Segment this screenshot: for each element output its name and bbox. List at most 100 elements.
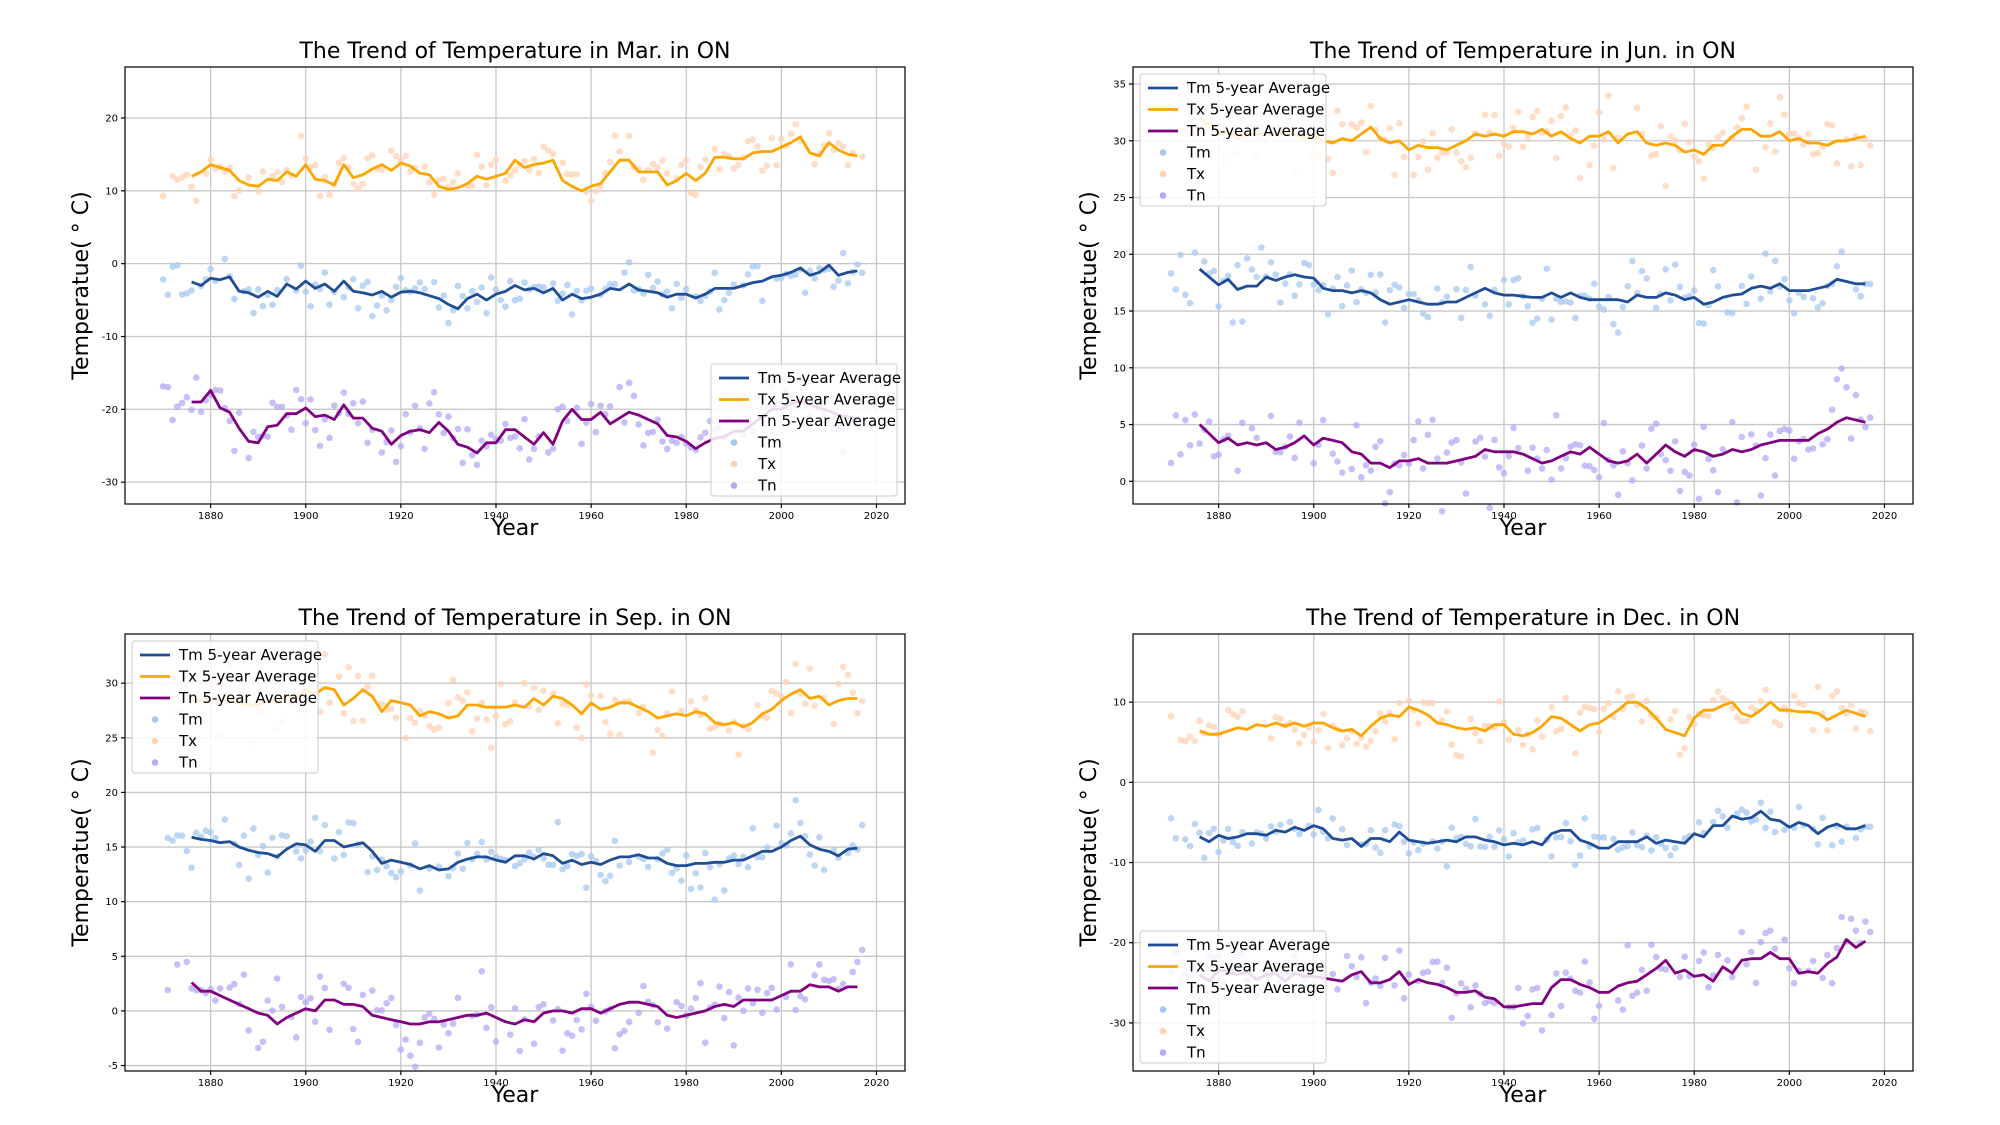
point-tm — [811, 274, 818, 282]
point-tn — [1514, 444, 1522, 452]
point-tx — [1652, 150, 1660, 158]
point-tm — [1572, 314, 1579, 322]
point-tx — [1600, 705, 1608, 712]
point-tn — [1329, 970, 1337, 978]
point-tn — [1852, 927, 1860, 934]
point-tn — [178, 399, 186, 407]
point-tm — [1728, 309, 1736, 317]
point-tn — [440, 1021, 447, 1028]
line-tm-avg-sep — [191, 834, 858, 872]
point-tx — [649, 160, 657, 168]
point-tn — [231, 447, 238, 455]
point-tn — [445, 1029, 452, 1037]
point-tn — [1319, 416, 1327, 424]
point-tn — [1410, 436, 1417, 444]
point-tx — [273, 169, 281, 176]
point-tx — [587, 197, 595, 205]
point-tx — [1757, 697, 1765, 705]
point-tm — [273, 286, 281, 294]
point-tn — [1548, 476, 1555, 483]
point-tn — [1357, 954, 1365, 961]
point-tn — [421, 1014, 428, 1021]
point-tm — [1819, 814, 1826, 822]
point-tn — [1343, 952, 1351, 960]
point-tm — [1424, 313, 1432, 321]
point-tx — [711, 145, 719, 153]
point-tm — [701, 849, 709, 857]
point-tx — [858, 153, 866, 160]
point-tm — [801, 289, 809, 296]
point-tm — [321, 821, 329, 829]
point-tm — [663, 288, 671, 295]
point-tn — [559, 1047, 566, 1054]
point-tx — [1457, 158, 1465, 165]
point-tn — [1434, 455, 1441, 462]
point-tx — [1667, 133, 1674, 140]
point-tm — [1724, 824, 1731, 832]
point-tn — [1595, 1002, 1603, 1010]
point-tn — [440, 429, 447, 437]
point-tm — [459, 292, 466, 300]
point-tx — [1847, 701, 1855, 709]
point-tx — [302, 155, 310, 162]
point-tm — [1581, 815, 1589, 822]
legend-label: Tx 5-year Average — [178, 668, 316, 686]
point-tx — [335, 159, 343, 167]
point-tn — [630, 392, 638, 400]
point-tx — [426, 179, 433, 186]
point-tm — [602, 877, 609, 885]
point-tn — [1838, 365, 1845, 372]
point-tm — [587, 853, 595, 860]
point-tn — [654, 416, 661, 424]
point-tm — [1353, 298, 1360, 306]
point-tx — [668, 688, 676, 696]
point-tn — [701, 1039, 709, 1046]
point-tm — [1410, 290, 1417, 298]
point-tn — [1172, 412, 1180, 419]
point-tx — [1267, 735, 1275, 742]
point-tx — [587, 692, 595, 699]
point-tx — [1667, 716, 1674, 723]
point-tm — [730, 852, 738, 859]
point-tm — [759, 297, 766, 305]
point-tn — [307, 396, 314, 403]
point-tn — [411, 402, 419, 410]
point-tm — [1624, 282, 1631, 290]
legend-point-swatch — [1159, 1027, 1167, 1035]
legend-point-swatch — [730, 439, 738, 446]
point-tm — [1310, 281, 1318, 288]
point-tm — [597, 871, 604, 879]
point-tx — [1519, 741, 1527, 749]
point-tn — [616, 1031, 623, 1038]
point-tm — [1852, 834, 1860, 842]
point-tm — [259, 302, 267, 310]
point-tn — [1852, 391, 1860, 399]
point-tn — [1828, 979, 1836, 987]
point-tn — [273, 975, 281, 982]
point-tx — [592, 188, 600, 195]
x-axis-label-sep: Year — [491, 1083, 540, 1108]
point-tm — [1248, 840, 1256, 847]
point-tx — [511, 167, 519, 174]
point-tm — [359, 282, 367, 289]
legend-label: Tx — [1186, 1022, 1205, 1040]
point-tn — [573, 404, 581, 412]
point-tm — [1434, 285, 1441, 292]
point-tm — [564, 281, 571, 289]
point-tm — [625, 858, 633, 866]
point-tm — [326, 301, 333, 308]
point-tx — [611, 132, 619, 139]
point-tn — [397, 442, 405, 450]
point-tx — [483, 181, 490, 189]
point-tm — [430, 278, 438, 286]
point-tn — [1438, 507, 1446, 515]
point-tm — [1624, 842, 1631, 850]
point-tn — [1253, 434, 1260, 442]
y-tick-label: 35 — [1113, 80, 1126, 91]
point-tm — [397, 868, 405, 875]
point-tn — [635, 421, 642, 428]
point-tm — [497, 296, 505, 304]
legend-point-swatch — [1159, 170, 1167, 178]
legend-label: Tn 5-year Average — [757, 412, 896, 430]
